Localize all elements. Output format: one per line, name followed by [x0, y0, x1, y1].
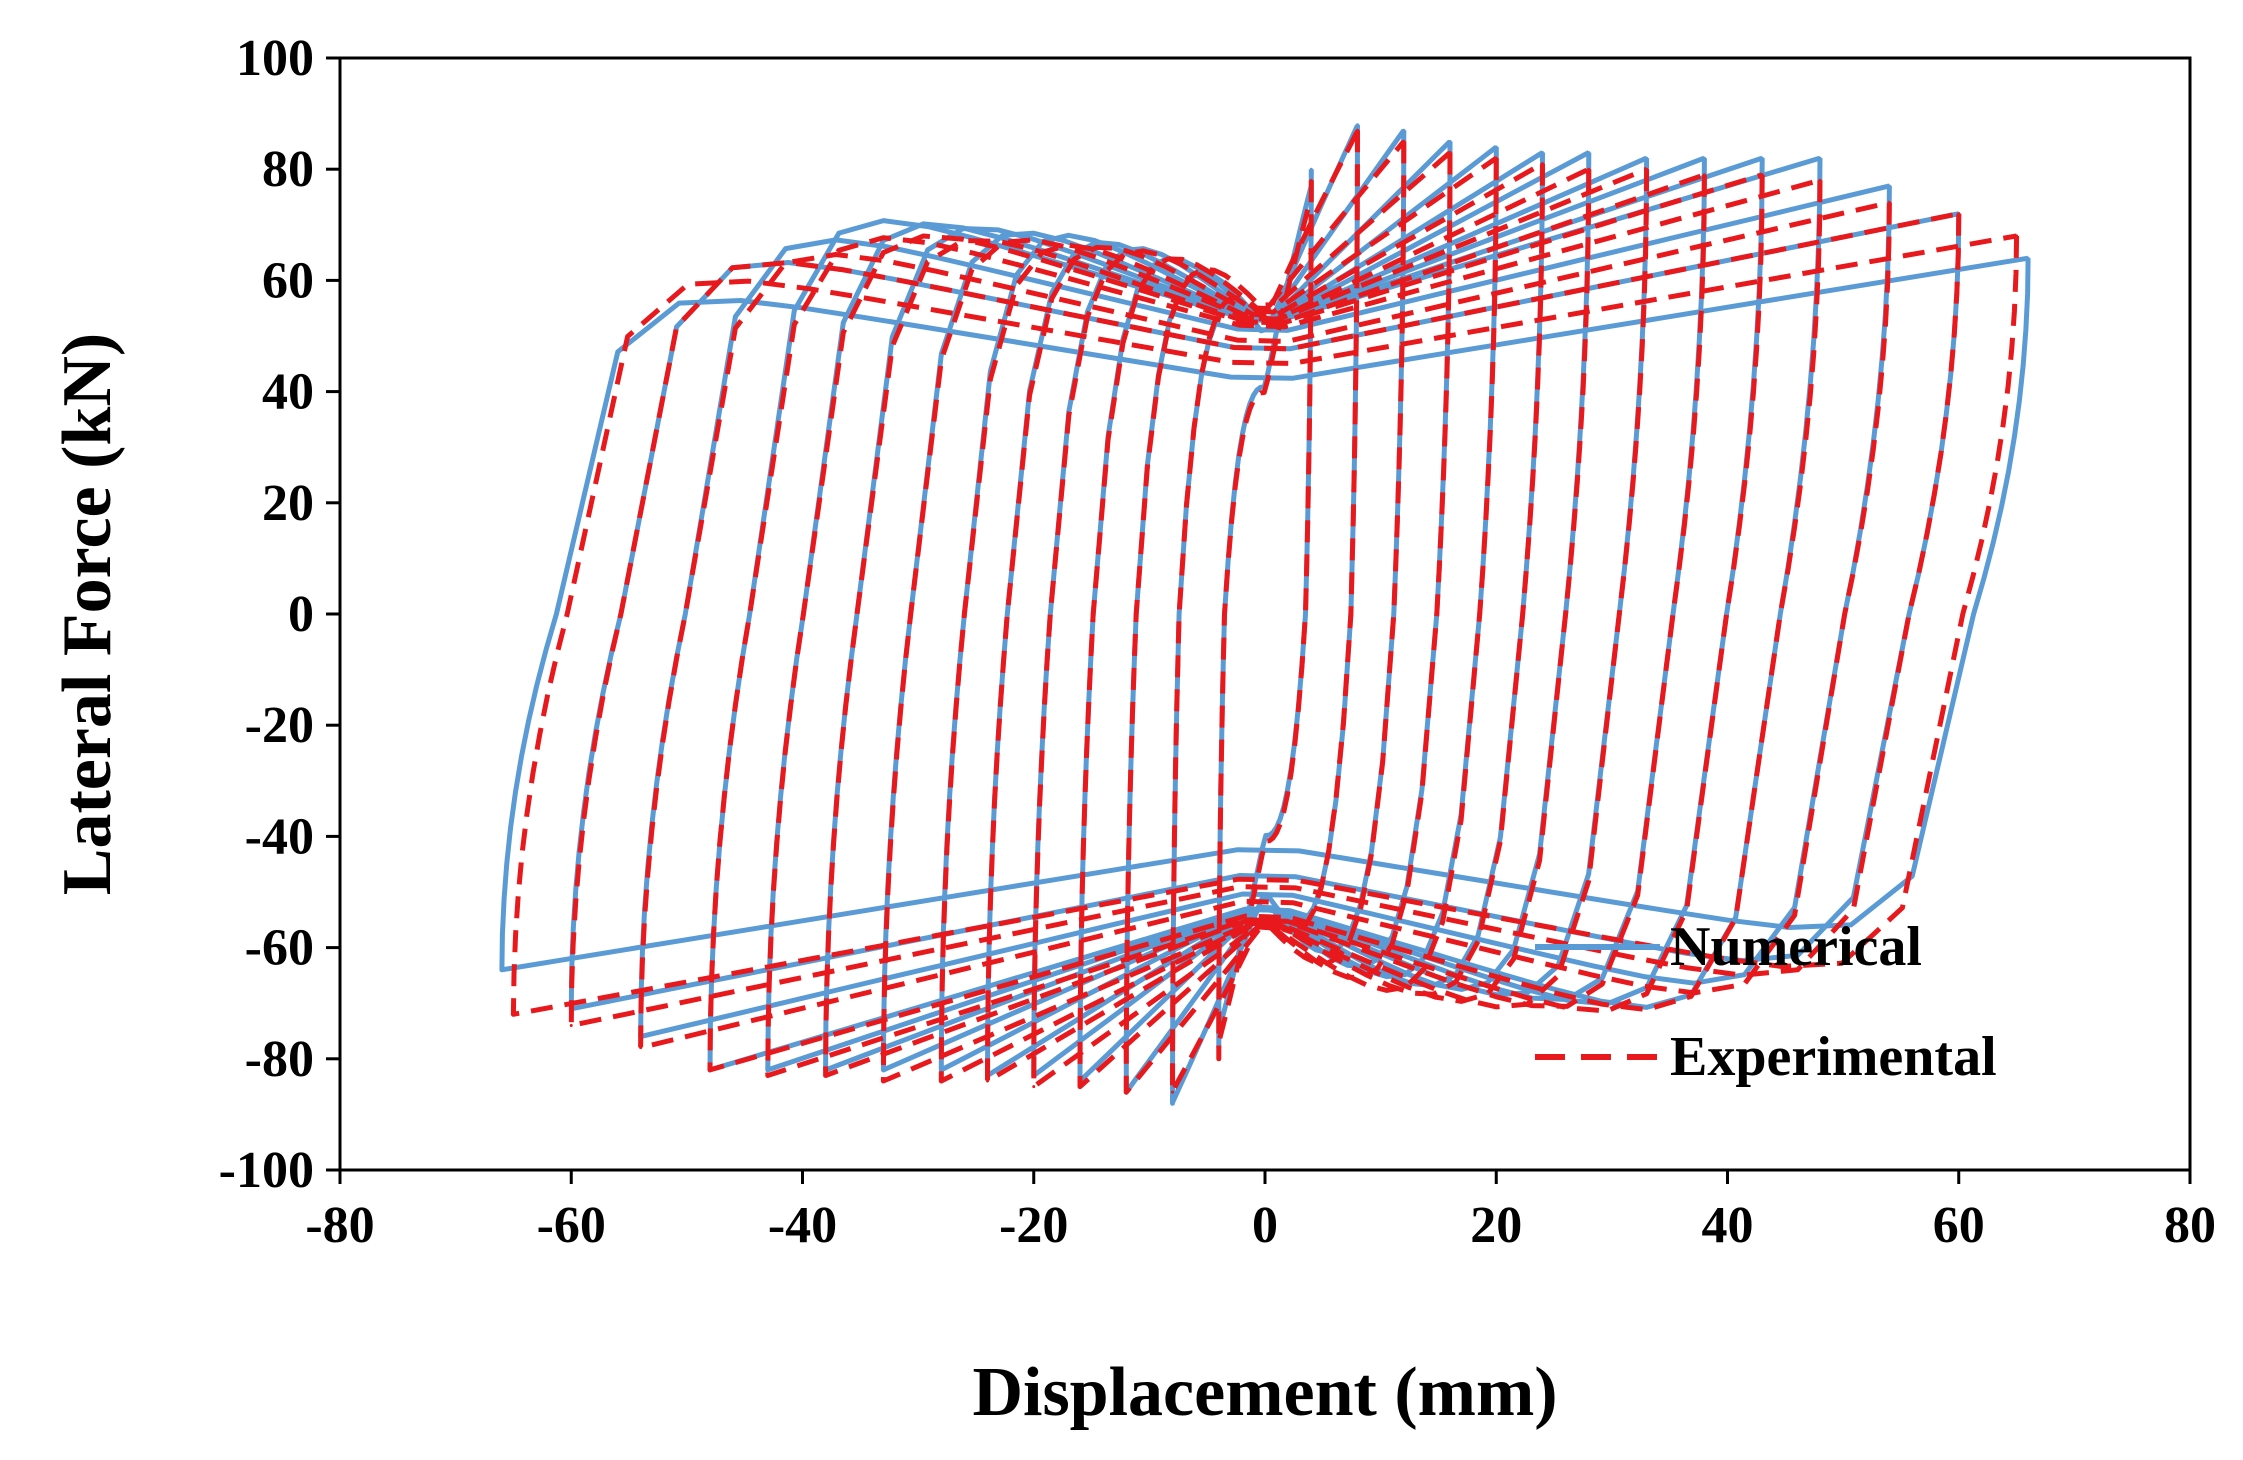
y-tick-label: 80 [262, 141, 314, 198]
experimental-loop [1031, 156, 1499, 1090]
y-tick-label: -100 [219, 1142, 314, 1199]
experimental-peak-point [1645, 167, 1649, 171]
experimental-peak-point [2015, 234, 2019, 238]
experimental-peak-point [1448, 151, 1452, 155]
experimental-peak-point [1171, 1090, 1174, 1094]
numerical-loop [765, 155, 1765, 1073]
y-tick-label: 0 [288, 586, 314, 643]
experimental-peak-point [1032, 1085, 1036, 1089]
experimental-peak-point [1818, 178, 1822, 182]
numerical-peak-point [1171, 1101, 1174, 1105]
numerical-peak-point [1818, 156, 1822, 160]
numerical-loop [880, 155, 1650, 1073]
experimental-peak-point [1541, 162, 1544, 166]
numerical-peak-point [1309, 167, 1313, 171]
y-tick-label: 60 [262, 252, 314, 309]
experimental-loop [985, 161, 1545, 1084]
numerical-peak-point [1760, 156, 1764, 160]
y-tick-label: -20 [245, 697, 314, 754]
x-tick-label: -40 [768, 1197, 837, 1254]
y-tick-label: -80 [245, 1031, 314, 1088]
numerical-peak-point [1645, 156, 1649, 160]
experimental-loop [568, 211, 1962, 1028]
numerical-peak-point [1541, 151, 1544, 155]
experimental-peak-point [824, 1073, 828, 1077]
x-tick-label: 80 [2164, 1197, 2216, 1254]
experimental-peak-point [939, 1079, 943, 1083]
experimental-peak-point [986, 1079, 989, 1083]
experimental-peak-point [1309, 178, 1313, 182]
experimental-loop [638, 200, 1892, 1051]
experimental-peak-point [1760, 173, 1764, 177]
experimental-peak-point [511, 1012, 515, 1016]
experimental-peak-point [1402, 139, 1406, 143]
y-tick-label: 20 [262, 475, 314, 532]
experimental-peak-point [1217, 1057, 1221, 1061]
y-tick-label: -60 [245, 920, 314, 977]
x-tick-label: -60 [537, 1197, 606, 1254]
numerical-loop [707, 155, 1823, 1073]
numerical-peak-point [1587, 151, 1591, 155]
experimental-peak-point [1124, 1090, 1128, 1094]
x-tick-label: 20 [1470, 1197, 1522, 1254]
x-tick-label: -80 [305, 1197, 374, 1254]
numerical-peak-point [1702, 156, 1706, 160]
y-axis-title: Lateral Force (kN) [49, 333, 126, 895]
experimental-peak-point [1957, 212, 1961, 216]
x-axis-title: Displacement (mm) [972, 1354, 1557, 1431]
experimental-peak-point [569, 1023, 573, 1027]
y-tick-label: 100 [236, 30, 314, 87]
experimental-peak-point [639, 1046, 643, 1050]
experimental-peak-point [766, 1073, 770, 1077]
x-tick-label: 60 [1933, 1197, 1985, 1254]
experimental-peak-point [1078, 1085, 1082, 1089]
numerical-peak-point [939, 1068, 943, 1072]
experimental-loop [880, 166, 1650, 1084]
numerical-peak-point [2026, 256, 2030, 260]
legend-label-experimental: Experimental [1670, 1026, 1997, 1088]
x-tick-label: 40 [1702, 1197, 1754, 1254]
experimental-peak-point [1587, 167, 1591, 171]
series-experimental [510, 128, 2020, 1095]
y-tick-label: -40 [245, 808, 314, 865]
numerical-peak-point [1448, 139, 1452, 143]
legend: Numerical Experimental [1535, 916, 1997, 1088]
numerical-peak-point [500, 968, 504, 972]
experimental-peak-point [1887, 201, 1891, 205]
experimental-peak-point [1494, 156, 1498, 160]
numerical-peak-point [1494, 145, 1498, 149]
x-tick-label: -20 [999, 1197, 1068, 1254]
numerical-peak-point [1402, 128, 1406, 132]
experimental-peak-point [1356, 128, 1359, 132]
numerical-peak-point [1887, 184, 1891, 188]
legend-label-numerical: Numerical [1670, 916, 1922, 978]
experimental-peak-point [881, 1079, 885, 1083]
experimental-peak-point [1702, 173, 1706, 177]
numerical-peak-point [1356, 123, 1359, 127]
y-tick-label: 40 [262, 364, 314, 421]
numerical-peak-point [881, 1068, 885, 1072]
numerical-loop [938, 150, 1592, 1073]
curves-layer [499, 122, 2031, 1106]
numerical-peak-point [766, 1068, 770, 1072]
experimental-peak-point [708, 1068, 712, 1072]
x-tick-label: 0 [1252, 1197, 1278, 1254]
